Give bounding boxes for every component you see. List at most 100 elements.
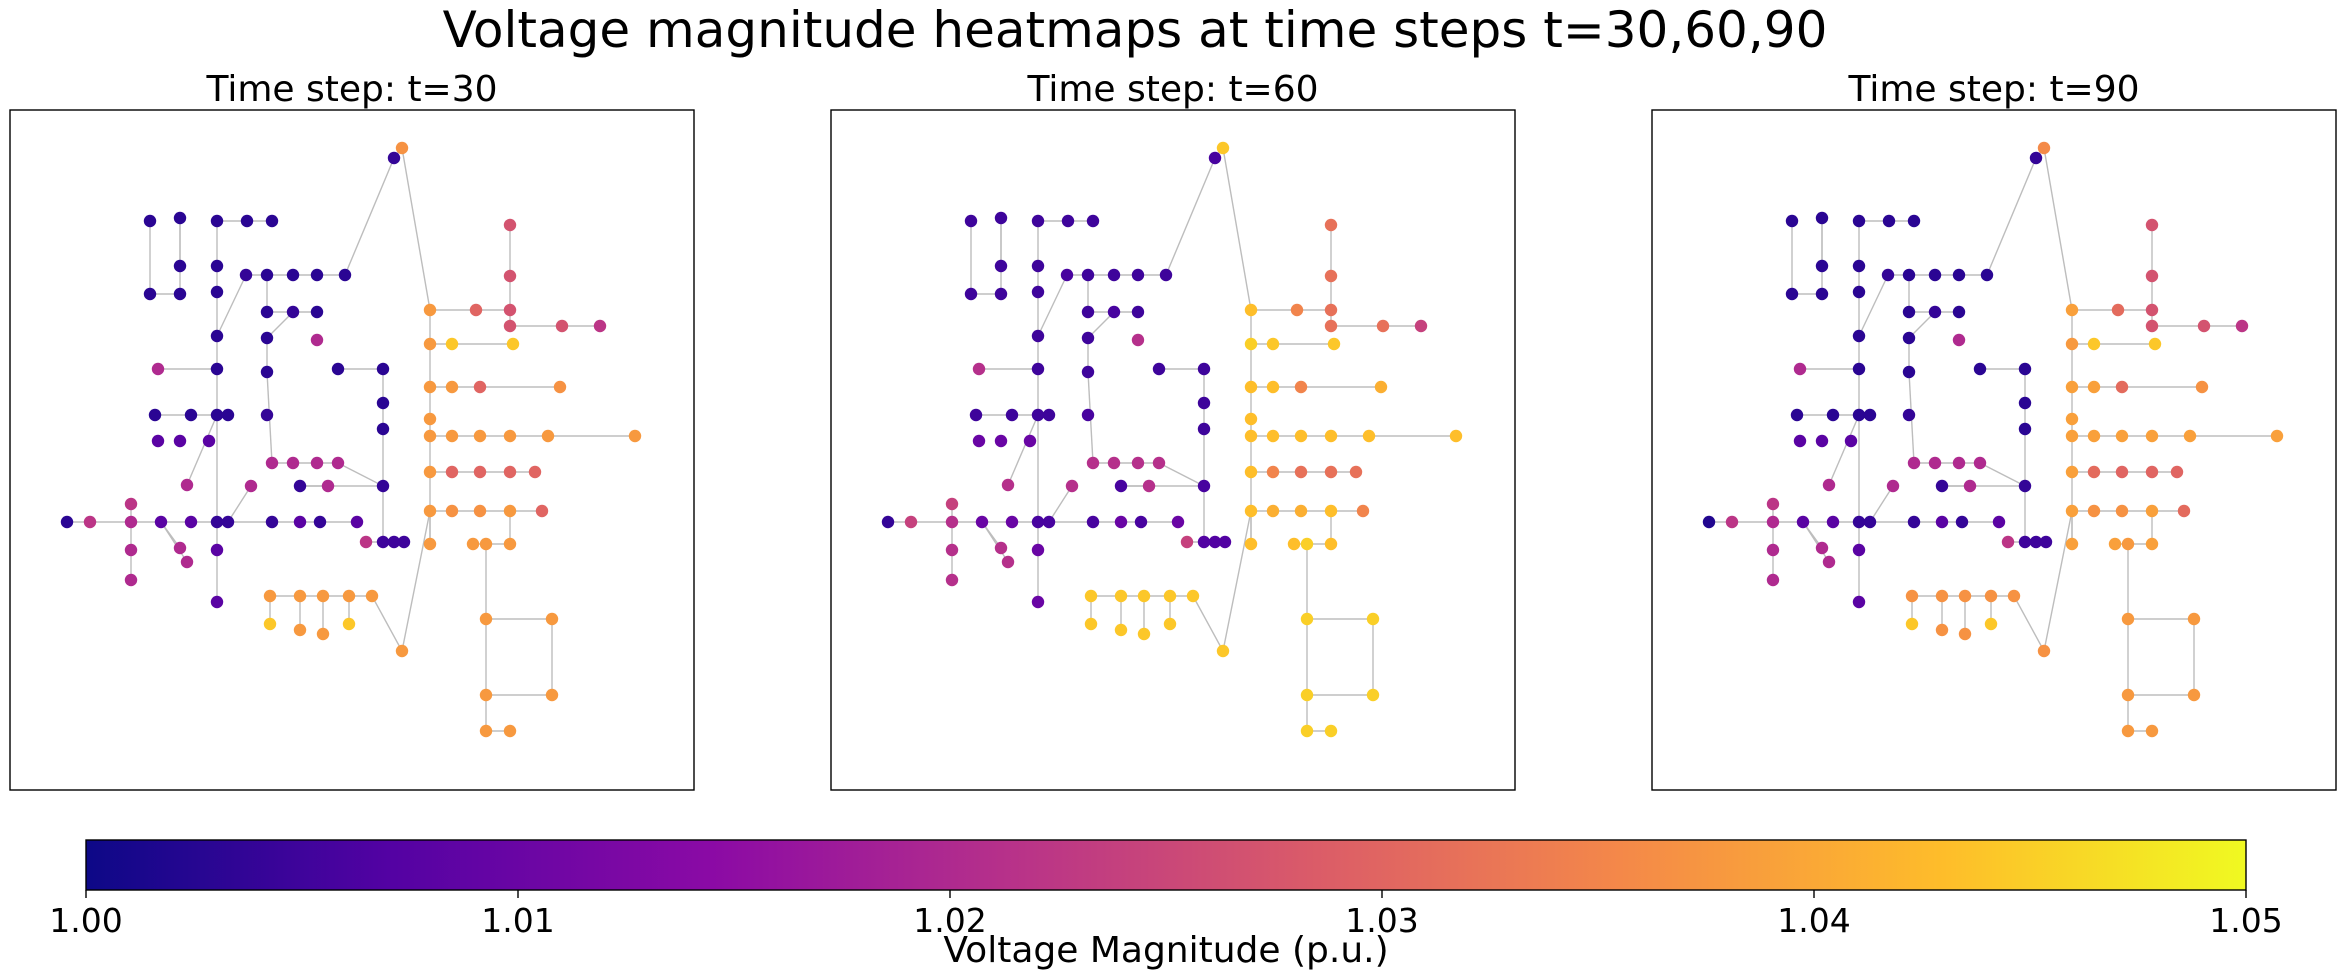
bus-node (173, 541, 187, 555)
bus-node (376, 479, 390, 493)
bus-node (1163, 617, 1177, 631)
bus-node (1907, 456, 1921, 470)
heatmap-panel-t3: Time step: t=90 (1651, 69, 2337, 791)
bus-node (1366, 612, 1380, 626)
bus-node (1886, 479, 1900, 493)
bus-node (1131, 268, 1145, 282)
bus-node (503, 319, 517, 333)
bus-node (1084, 589, 1098, 603)
colorbar-tick-label: 1.04 (1777, 901, 1850, 940)
bus-node (221, 515, 235, 529)
bus-node (316, 627, 330, 641)
bus-node (2087, 380, 2101, 394)
bus-node (184, 408, 198, 422)
bus-node (1928, 305, 1942, 319)
bus-node (376, 362, 390, 376)
bus-node (310, 456, 324, 470)
bus-node (1324, 303, 1338, 317)
bus-node (2087, 504, 2101, 518)
bus-node (260, 408, 274, 422)
bus-node (2145, 724, 2159, 738)
bus-node (1208, 535, 1222, 549)
bus-node (1374, 380, 1388, 394)
bus-node (1766, 543, 1780, 557)
bus-node (1702, 515, 1716, 529)
bus-node (1171, 515, 1185, 529)
bus-node (2115, 429, 2129, 443)
bus-node (1266, 465, 1280, 479)
bus-node (2270, 429, 2284, 443)
colorbar-ticks: 1.00 1.01 1.02 1.03 1.04 1.05 (49, 890, 2283, 940)
bus-node (221, 408, 235, 422)
panel-frame (830, 109, 1516, 791)
bus-node (1907, 214, 1921, 228)
bus-node (1244, 429, 1258, 443)
bus-node (210, 408, 224, 422)
bus-node (628, 429, 642, 443)
bus-node (1042, 408, 1056, 422)
bus-node (2111, 303, 2125, 317)
bus-node (293, 515, 307, 529)
colorbar-tick-label: 1.01 (481, 901, 554, 940)
network-edge (371, 595, 403, 652)
bus-node (445, 429, 459, 443)
bus-node (1852, 329, 1866, 343)
bus-node (173, 287, 187, 301)
bus-node (479, 724, 493, 738)
bus-node (1902, 305, 1916, 319)
bus-node (240, 214, 254, 228)
colorbar-tick-label: 1.02 (913, 901, 986, 940)
bus-node (239, 268, 253, 282)
bus-node (1294, 380, 1308, 394)
bus-node (1005, 408, 1019, 422)
bus-node (545, 688, 559, 702)
bus-node (1796, 515, 1810, 529)
bus-node (2145, 537, 2159, 551)
bus-node (1107, 305, 1121, 319)
bus-node (310, 305, 324, 319)
network-edge (1858, 274, 1889, 337)
bus-node (1266, 429, 1280, 443)
bus-node (466, 537, 480, 551)
bus-node (359, 535, 373, 549)
bus-node (994, 287, 1008, 301)
bus-node (503, 218, 517, 232)
bus-node (1324, 724, 1338, 738)
bus-node (1955, 515, 1969, 529)
bus-node (1815, 434, 1829, 448)
bus-node (1844, 434, 1858, 448)
bus-node (2177, 504, 2191, 518)
bus-node (1376, 319, 1390, 333)
network-edge (344, 157, 395, 276)
bus-node (1935, 589, 1949, 603)
bus-node (1114, 589, 1128, 603)
bus-node (2065, 380, 2079, 394)
bus-node (1180, 535, 1194, 549)
bus-node (445, 337, 459, 351)
bus-node (1081, 365, 1095, 379)
bus-node (1300, 537, 1314, 551)
colorbar-tick-label: 1.03 (1345, 901, 1418, 940)
bus-node (1001, 555, 1015, 569)
bus-node (1060, 268, 1074, 282)
bus-node (2121, 612, 2135, 626)
bus-node (1852, 362, 1866, 376)
bus-node (1725, 515, 1739, 529)
bus-node (1366, 688, 1380, 702)
network-edge (1037, 274, 1068, 337)
bus-node (479, 688, 493, 702)
bus-node (1081, 268, 1095, 282)
bus-node (1005, 515, 1019, 529)
bus-node (1023, 434, 1037, 448)
bus-node (1031, 543, 1045, 557)
bus-node (1244, 337, 1258, 351)
bus-node (994, 211, 1008, 225)
bus-node (1081, 305, 1095, 319)
bus-node (260, 331, 274, 345)
colorbar-gradient (85, 839, 2247, 891)
bus-node (1137, 627, 1151, 641)
bus-node (2029, 535, 2043, 549)
bus-node (972, 362, 986, 376)
bus-node (2145, 504, 2159, 518)
bus-node (535, 504, 549, 518)
